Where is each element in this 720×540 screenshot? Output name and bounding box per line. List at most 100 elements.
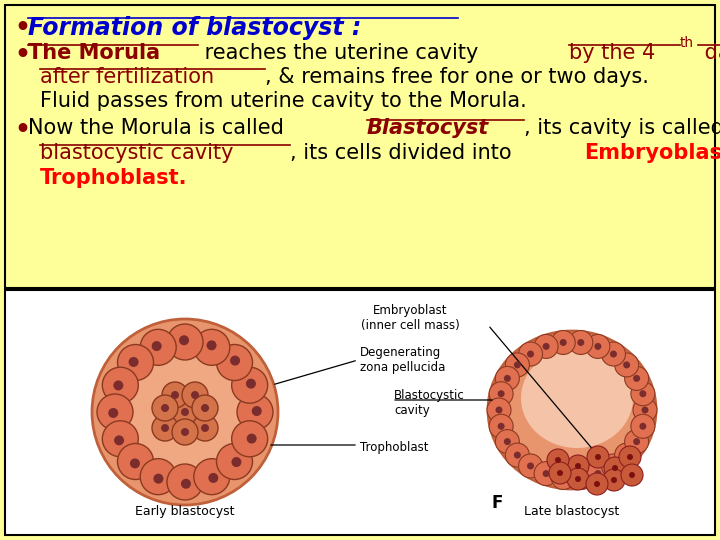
Circle shape [194, 329, 230, 366]
Circle shape [92, 319, 278, 505]
Circle shape [633, 438, 640, 445]
Text: Now the Morula is called: Now the Morula is called [28, 118, 290, 138]
Circle shape [102, 367, 138, 403]
Circle shape [527, 462, 534, 469]
Circle shape [152, 415, 178, 441]
Circle shape [631, 414, 655, 438]
Circle shape [246, 379, 256, 389]
Circle shape [171, 391, 179, 399]
Circle shape [489, 414, 513, 438]
Circle shape [623, 361, 630, 368]
Circle shape [208, 473, 218, 483]
Text: by the 4: by the 4 [569, 43, 655, 63]
Text: day: day [698, 43, 720, 63]
Circle shape [232, 421, 268, 457]
Circle shape [140, 329, 176, 366]
Circle shape [595, 343, 601, 350]
Circle shape [615, 353, 639, 377]
Circle shape [162, 382, 188, 408]
Text: Late blastocyst: Late blastocyst [524, 505, 620, 518]
Circle shape [527, 350, 534, 357]
Circle shape [575, 463, 581, 469]
Circle shape [555, 457, 561, 463]
Circle shape [577, 339, 585, 346]
Circle shape [549, 462, 571, 484]
Circle shape [495, 407, 503, 414]
Circle shape [514, 451, 521, 458]
Text: Degenerating
zona pellucida: Degenerating zona pellucida [360, 346, 446, 374]
Text: The Morula: The Morula [28, 43, 160, 63]
Circle shape [619, 446, 641, 468]
Text: Fluid passes from uterine cavity to the Morula.: Fluid passes from uterine cavity to the … [40, 91, 527, 111]
Circle shape [543, 470, 549, 477]
Ellipse shape [488, 331, 656, 489]
Circle shape [534, 334, 558, 359]
Circle shape [108, 408, 118, 418]
Circle shape [201, 424, 209, 432]
Circle shape [152, 341, 162, 351]
Circle shape [231, 457, 241, 467]
Circle shape [567, 468, 589, 490]
Circle shape [575, 476, 581, 482]
Text: Blastocyst: Blastocyst [366, 118, 489, 138]
Circle shape [489, 382, 513, 406]
Circle shape [633, 375, 640, 382]
Circle shape [230, 355, 240, 366]
Circle shape [547, 449, 569, 471]
Circle shape [543, 343, 549, 350]
Circle shape [504, 438, 511, 445]
Circle shape [586, 473, 608, 495]
Circle shape [153, 474, 163, 484]
Circle shape [192, 415, 218, 441]
Circle shape [217, 345, 253, 381]
Text: Embryoblast
(inner cell mass): Embryoblast (inner cell mass) [361, 304, 459, 332]
Circle shape [167, 324, 203, 360]
Circle shape [505, 443, 529, 467]
Circle shape [610, 462, 617, 469]
Text: •: • [14, 118, 30, 142]
Circle shape [518, 454, 543, 478]
Circle shape [552, 330, 575, 354]
Circle shape [498, 390, 505, 397]
Circle shape [232, 367, 268, 403]
Circle shape [559, 474, 567, 481]
Circle shape [167, 464, 203, 500]
Circle shape [601, 454, 626, 478]
Circle shape [487, 398, 511, 422]
Circle shape [179, 335, 189, 345]
Circle shape [552, 465, 575, 489]
Text: reaches the uterine cavity: reaches the uterine cavity [199, 43, 485, 63]
Circle shape [118, 345, 252, 479]
Circle shape [621, 464, 643, 486]
Text: Trophoblast: Trophoblast [360, 441, 428, 454]
Circle shape [495, 367, 519, 390]
Circle shape [191, 391, 199, 399]
Circle shape [557, 470, 563, 476]
Ellipse shape [521, 348, 633, 448]
Circle shape [172, 419, 198, 445]
Circle shape [610, 350, 617, 357]
Circle shape [172, 399, 198, 425]
Circle shape [495, 430, 519, 454]
Circle shape [594, 481, 600, 487]
Text: Embryoblast: Embryoblast [584, 143, 720, 163]
Circle shape [586, 462, 610, 485]
Circle shape [569, 465, 593, 489]
Text: , its cells divided into: , its cells divided into [289, 143, 518, 163]
Circle shape [639, 423, 647, 430]
Circle shape [152, 395, 178, 421]
Circle shape [201, 404, 209, 412]
Text: Early blastocyst: Early blastocyst [135, 505, 235, 518]
Circle shape [130, 458, 140, 468]
Text: th: th [680, 36, 694, 50]
Circle shape [182, 382, 208, 408]
Circle shape [559, 339, 567, 346]
Circle shape [603, 469, 625, 491]
Circle shape [504, 375, 511, 382]
Circle shape [252, 406, 262, 416]
Circle shape [615, 443, 639, 467]
Text: Formation of blastocyst :: Formation of blastocyst : [28, 16, 361, 40]
Text: F: F [491, 494, 503, 512]
Circle shape [217, 443, 253, 480]
Circle shape [627, 454, 633, 460]
